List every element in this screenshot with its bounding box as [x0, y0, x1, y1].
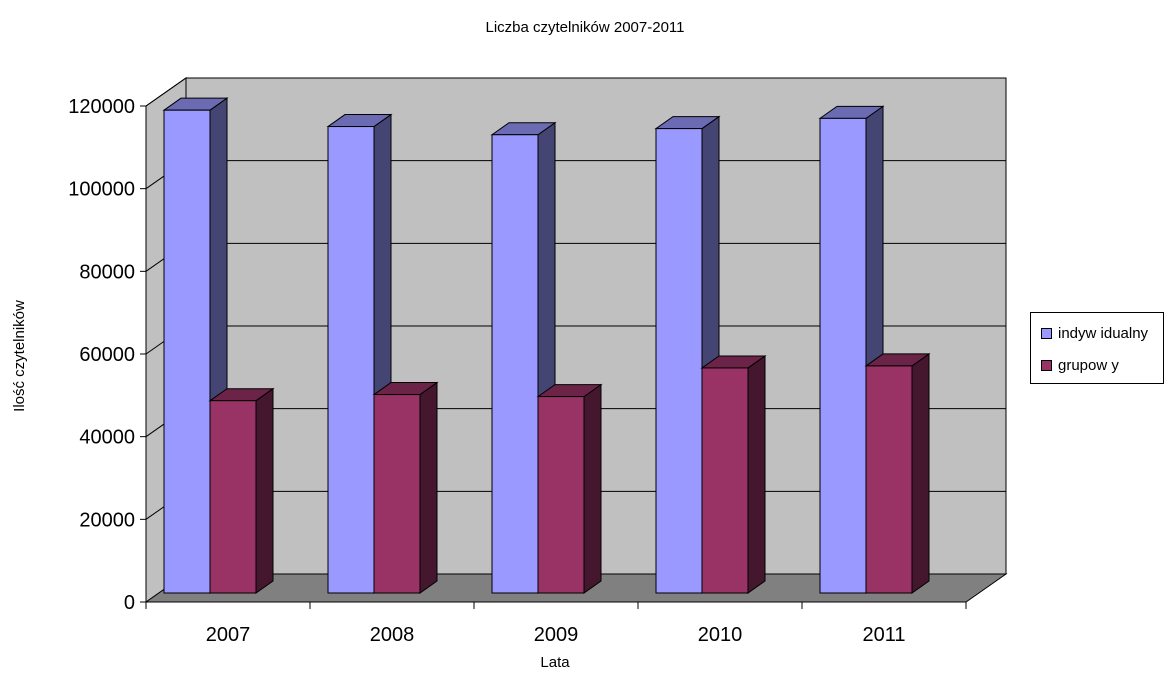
gridline: [145, 77, 1006, 107]
y-axis-label: Ilość czytelników: [11, 300, 28, 412]
bar-front: [701, 367, 749, 594]
legend-label-grupowy: grupow y: [1058, 357, 1119, 374]
x-tick-label: 2011: [862, 624, 905, 646]
y-tick-label: 20000: [79, 509, 135, 531]
bar-grupowy-2008: [372, 381, 439, 594]
bar-front: [537, 396, 585, 594]
bar-grupowy-2010: [700, 354, 767, 594]
x-tick-label: 2007: [206, 624, 251, 646]
y-tick-label: 100000: [68, 179, 135, 201]
bars: [162, 97, 931, 594]
legend: indyw idualny grupow y: [1030, 312, 1164, 384]
legend-label-indywidualny: indyw idualny: [1058, 325, 1149, 342]
axes: [140, 105, 967, 609]
y-tick-label: 0: [124, 592, 135, 614]
bar-side: [747, 354, 766, 594]
bar-front: [327, 126, 375, 594]
y-tick-labels: 0 20000 40000 60000 80000 100000 120000: [68, 96, 135, 614]
bar-front: [163, 109, 211, 594]
bar-grupowy-2011: [864, 352, 931, 594]
y-tick-label: 60000: [79, 344, 135, 366]
chart-title: Liczba czytelników 2007-2011: [485, 19, 684, 36]
legend-swatch-grupowy: [1041, 360, 1052, 371]
legend-swatch-indywidualny: [1041, 328, 1052, 339]
x-axis-label: Lata: [540, 654, 570, 671]
bar-side: [255, 387, 274, 594]
bar-front: [491, 134, 539, 594]
x-tick-labels: 2007 2008 2009 2010 2011: [206, 624, 906, 646]
bar-side: [419, 381, 438, 594]
bar-front: [655, 128, 703, 594]
x-tick-label: 2010: [698, 624, 743, 646]
x-tick-label: 2008: [370, 624, 415, 646]
legend-item-indywidualny: indyw idualny: [1041, 325, 1148, 342]
bar-grupowy-2009: [536, 383, 603, 594]
bar-side: [911, 352, 930, 594]
bar-front: [819, 117, 867, 594]
bar-side: [583, 383, 602, 594]
bar-front: [209, 400, 257, 594]
legend-item-grupowy: grupow y: [1041, 357, 1119, 374]
x-tick-label: 2009: [534, 624, 579, 646]
y-tick-label: 40000: [79, 427, 135, 449]
bar-front: [373, 394, 421, 594]
bar-grupowy-2007: [208, 387, 275, 594]
y-tick-label: 80000: [79, 261, 135, 283]
y-tick-label: 120000: [68, 96, 135, 118]
bar-front: [865, 365, 913, 594]
